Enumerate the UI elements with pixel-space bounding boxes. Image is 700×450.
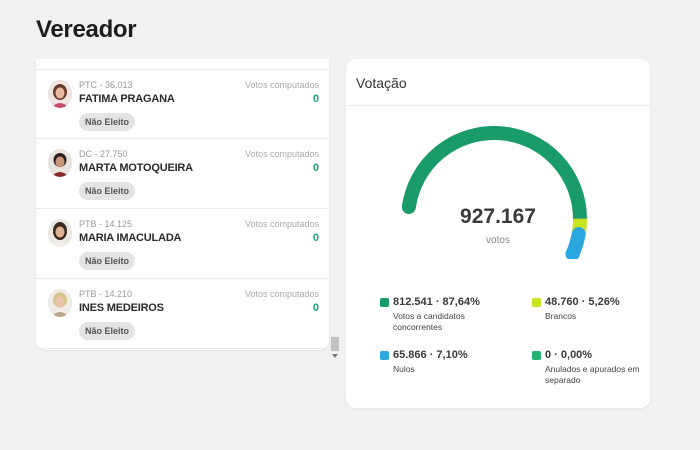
- votacao-title: Votação: [356, 75, 407, 91]
- candidate-party: PTB - 14.210: [79, 289, 133, 299]
- votes-value: 0: [312, 162, 319, 174]
- candidate-avatar: [48, 80, 72, 108]
- candidate-avatar: [48, 149, 72, 177]
- candidate-row[interactable]: DC - 27.750 MARTA MOTOQUEIRA Não Eleito …: [36, 139, 329, 209]
- votes-label: Votos computados: [244, 219, 319, 229]
- total-votes-unit: votos: [486, 235, 510, 246]
- legend-swatch: [380, 351, 389, 360]
- legend-label: Anulados e apurados em separado: [545, 364, 640, 385]
- votes-label: Votos computados: [244, 80, 319, 90]
- votes-value: 0: [312, 232, 319, 244]
- candidate-row[interactable]: PTB - 14.210 INES MEDEIROS Não Eleito Vo…: [36, 279, 329, 349]
- scroll-down-arrow-icon[interactable]: [332, 354, 338, 358]
- votacao-panel: Votação 927.167 votos 812.541 · 87,64% V…: [346, 59, 650, 408]
- candidate-row[interactable]: PTC - 36.013 FATIMA PRAGANA Não Eleito V…: [36, 69, 329, 139]
- status-badge: Não Eleito: [79, 252, 136, 270]
- legend-swatch: [380, 298, 389, 307]
- candidate-name: MARIA IMACULADA: [79, 232, 182, 244]
- candidate-party: PTC - 36.013: [79, 80, 133, 90]
- legend-swatch: [532, 351, 541, 360]
- status-badge: Não Eleito: [79, 322, 136, 340]
- candidate-list-scrollbar[interactable]: [330, 59, 340, 363]
- legend-label: Brancos: [545, 311, 577, 321]
- votes-value: 0: [312, 302, 319, 314]
- status-badge: Não Eleito: [79, 113, 136, 131]
- candidate-party: DC - 27.750: [79, 149, 128, 159]
- gauge-segment-null: [565, 227, 586, 259]
- legend-value: 0 · 0,00%: [545, 349, 593, 361]
- candidate-name: INES MEDEIROS: [79, 302, 164, 314]
- candidate-name: FATIMA PRAGANA: [79, 93, 175, 105]
- scrollbar-thumb[interactable]: [331, 337, 339, 351]
- legend-swatch: [532, 298, 541, 307]
- page-title: Vereador: [36, 16, 137, 43]
- candidate-party: PTB - 14.125: [79, 219, 133, 229]
- candidate-avatar: [48, 219, 72, 247]
- legend-value: 65.866 · 7,10%: [393, 349, 468, 361]
- gauge-segment-candidates: [401, 126, 587, 226]
- votes-value: 0: [312, 93, 319, 105]
- total-votes: 927.167: [460, 205, 536, 228]
- candidate-list[interactable]: PTC - 36.013 FATIMA PRAGANA Não Eleito V…: [36, 59, 329, 350]
- status-badge: Não Eleito: [79, 182, 136, 200]
- panel-divider: [346, 105, 650, 106]
- candidate-name: MARTA MOTOQUEIRA: [79, 162, 193, 174]
- candidate-row[interactable]: PTB - 14.125 MARIA IMACULADA Não Eleito …: [36, 209, 329, 279]
- candidate-avatar: [48, 289, 72, 317]
- votes-label: Votos computados: [244, 149, 319, 159]
- legend-label: Votos a candidatos concorrentes: [393, 311, 465, 332]
- legend-label: Nulos: [393, 364, 415, 374]
- vote-gauge: [401, 126, 587, 259]
- votes-label: Votos computados: [244, 289, 319, 299]
- legend-value: 48.760 · 5,26%: [545, 296, 620, 308]
- legend-value: 812.541 · 87,64%: [393, 296, 480, 308]
